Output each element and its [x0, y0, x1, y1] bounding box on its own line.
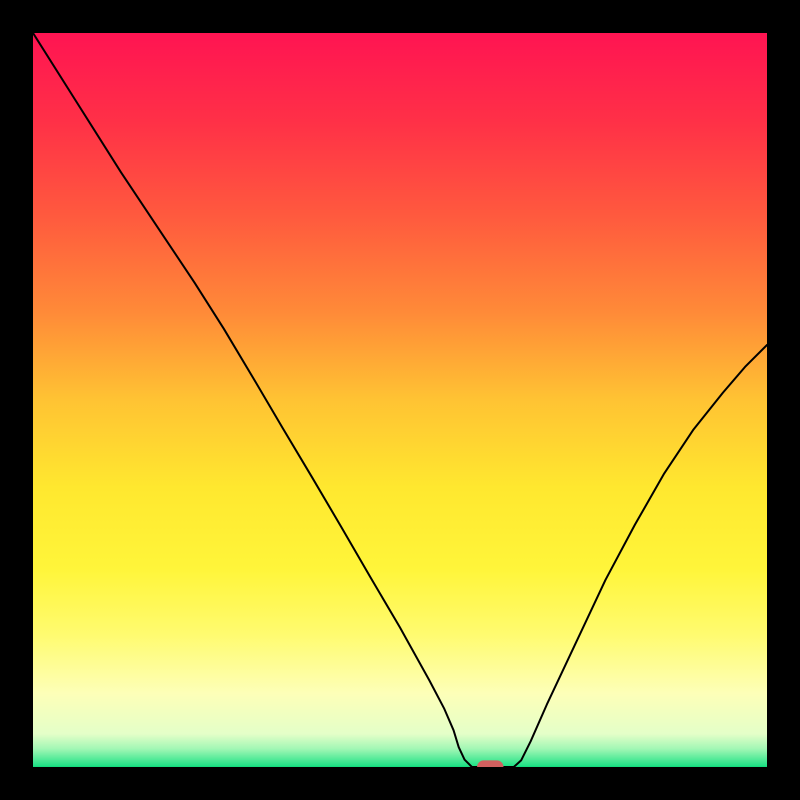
gradient-background [33, 33, 767, 767]
bottleneck-chart: TheBottleneck.com [0, 0, 800, 800]
chart-svg [0, 0, 800, 800]
